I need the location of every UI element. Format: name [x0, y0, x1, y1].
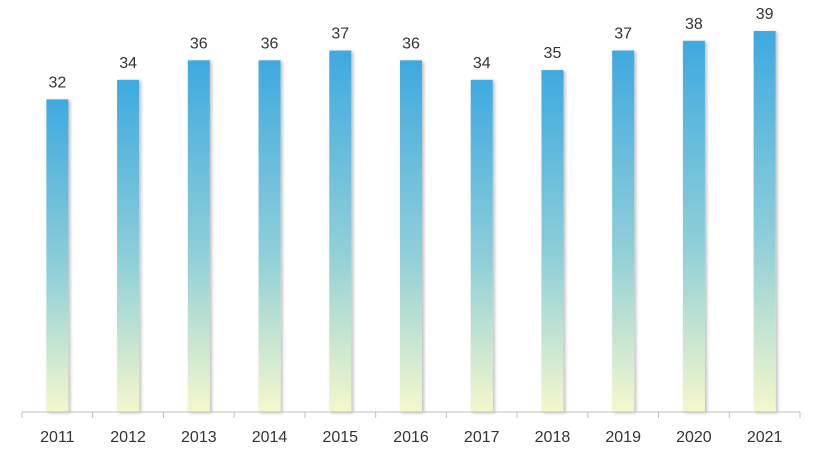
bar-2020 — [682, 40, 705, 413]
data-label-2012: 34 — [119, 55, 137, 72]
x-tick-labels-group: 2011 2012 2013 2014 2015 2016 2017 2018 2019 2020… — [40, 429, 782, 446]
x-axis — [21, 411, 801, 418]
x-tick-label-2019: 2019 — [605, 429, 641, 446]
data-label-2013: 36 — [190, 35, 208, 52]
x-tick-label-2016: 2016 — [393, 429, 429, 446]
bar-2012 — [117, 79, 140, 412]
data-label-2014: 36 — [261, 35, 279, 52]
x-tick-label-2013: 2013 — [181, 429, 217, 446]
data-label-2017: 34 — [473, 55, 491, 72]
bar-2017 — [470, 79, 493, 412]
bar-2018 — [541, 70, 564, 413]
data-label-2021: 39 — [756, 6, 774, 23]
x-tick-label-2021: 2021 — [747, 429, 783, 446]
bar-2013 — [187, 60, 210, 413]
data-label-2016: 36 — [402, 35, 420, 52]
x-tick-label-2017: 2017 — [464, 429, 500, 446]
data-label-2020: 38 — [685, 16, 703, 33]
x-tick-label-2015: 2015 — [322, 429, 358, 446]
data-label-2011: 32 — [48, 74, 66, 91]
data-label-2018: 35 — [544, 45, 562, 62]
x-tick-label-2018: 2018 — [535, 429, 571, 446]
data-label-2015: 37 — [331, 26, 349, 43]
bar-2011 — [46, 99, 69, 412]
x-tick-label-2011: 2011 — [40, 429, 75, 446]
bar-2016 — [400, 60, 422, 413]
x-tick-label-2020: 2020 — [676, 429, 712, 446]
bars-group — [46, 31, 776, 413]
bar-2021 — [753, 31, 776, 412]
data-labels-group: 32 34 36 36 37 36 34 35 37 38 39 — [48, 6, 773, 91]
bar-2014 — [258, 60, 281, 413]
data-label-2019: 37 — [614, 26, 632, 43]
x-tick-label-2014: 2014 — [252, 429, 288, 446]
x-tick-label-2012: 2012 — [110, 429, 146, 446]
bar-2019 — [612, 50, 635, 413]
bar-2015 — [329, 50, 352, 413]
